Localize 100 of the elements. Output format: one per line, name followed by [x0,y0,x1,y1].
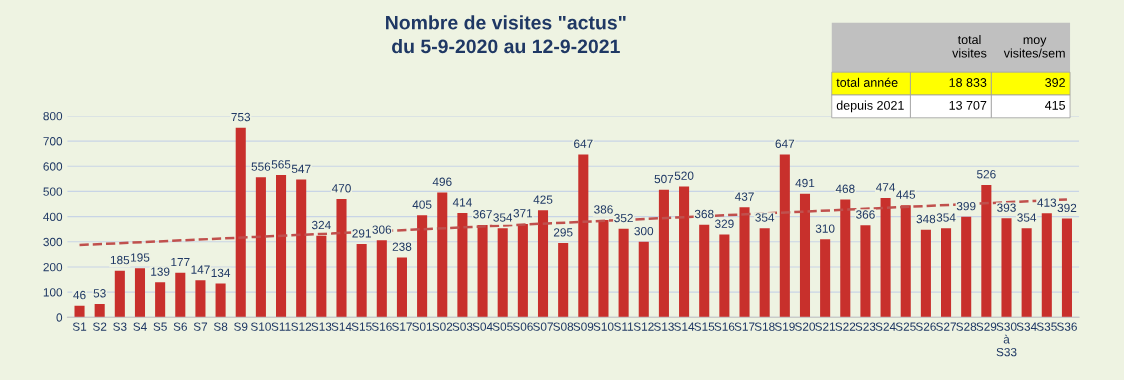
data-label: 392 [1057,203,1077,213]
text: 18 833 [949,78,987,87]
x-tick-label: S30 à S33 [996,322,1017,357]
x-tick-label: S13 [653,322,674,331]
data-label: 306 [372,225,392,234]
x-tick-label: S16 [371,322,392,331]
x-tick-label: S15 [694,322,715,331]
x-tick-label: S8 [213,322,228,331]
text: 13 707 [949,100,987,110]
bar [900,205,911,318]
x-tick-label: S14 [331,322,352,331]
data-label: 647 [775,139,795,148]
data-label: 354 [493,213,513,222]
bar [94,303,105,318]
y-tick-label: 700 [43,137,63,146]
x-tick-label: S07 [533,322,553,331]
x-tick-label: S9 [234,322,248,331]
bar [175,272,186,318]
data-label: 195 [131,253,150,262]
data-label: 496 [432,177,452,186]
x-tick-label: S06 [512,322,533,331]
bar [981,184,992,318]
data-label: 371 [513,209,533,218]
x-tick-label: S08 [553,322,574,331]
x-tick-label: S12 [633,322,654,331]
x-tick-label: S10 [250,322,271,331]
x-tick-label: S25 [895,322,916,331]
bar [215,283,226,318]
data-label: 139 [151,267,170,276]
bar [961,216,972,318]
data-label: 556 [251,162,271,171]
data-label: 134 [211,268,231,278]
x-tick-label: S27 [936,322,956,331]
bar [477,224,488,318]
bar [497,228,508,318]
bar [920,229,931,318]
x-tick-label: S35 [1036,322,1057,331]
data-label: 491 [795,178,815,188]
x-tick-label: S04 [472,322,493,331]
chart-title: Nombre de visites "actus" du 5-9-2020 au 12-9-2021 [386,15,626,54]
x-tick-label: S18 [754,322,775,331]
bar [799,193,811,318]
data-label: 753 [231,112,251,122]
bar [941,228,952,318]
bar [840,199,851,318]
data-label: 354 [936,213,956,222]
bar [114,270,125,318]
data-label: 368 [694,209,714,219]
y-tick-label: 200 [43,262,63,272]
data-label: 405 [412,200,432,209]
data-label: 413 [1037,198,1057,207]
data-label: 399 [956,201,976,211]
data-label: 414 [452,198,472,207]
data-label: 366 [856,210,875,219]
data-label: 348 [916,214,936,224]
x-tick-label: S11 [614,322,634,331]
bar [719,234,730,318]
x-tick-label: S15 [351,322,372,331]
bar [739,207,750,318]
bar [658,189,669,318]
data-label: 324 [311,220,331,230]
bar [860,225,871,318]
data-label: 468 [835,184,855,193]
bar [779,154,790,318]
data-label: 425 [533,195,553,204]
x-tick-label: S01 [412,322,433,331]
bar [255,177,266,318]
data-label: 310 [815,224,835,233]
x-tick-label: S05 [492,322,513,331]
y-tick-label: 300 [43,237,63,247]
data-label: 185 [110,255,130,265]
x-tick-label: S5 [153,322,167,331]
data-label: 445 [896,190,916,199]
data-label: 565 [271,160,291,169]
text: 415 [1044,101,1066,110]
x-tick-label: S29 [976,322,997,331]
bar [134,268,146,318]
y-tick-label: 500 [43,187,63,196]
data-label: 177 [171,258,190,267]
bar [679,186,690,318]
x-tick-label: S02 [432,322,453,331]
x-tick-label: S11 [271,322,291,331]
x-tick-label: S17 [734,322,755,331]
data-label: 354 [1017,213,1037,222]
bar [699,224,710,318]
x-tick-label: S3 [113,322,127,331]
bar [1001,218,1012,318]
x-tick-label: S34 [1016,322,1037,331]
x-tick-label: S03 [452,322,473,331]
x-tick-label: S2 [93,322,107,331]
x-tick-label: S21 [815,322,836,331]
bar [558,243,569,318]
data-label: 437 [734,192,754,201]
bar [336,198,347,318]
bar [457,213,468,318]
data-label: 507 [654,174,674,184]
data-label: 526 [976,170,996,179]
bar [74,305,85,318]
x-tick-label: S26 [915,322,936,331]
data-label: 547 [291,164,311,174]
